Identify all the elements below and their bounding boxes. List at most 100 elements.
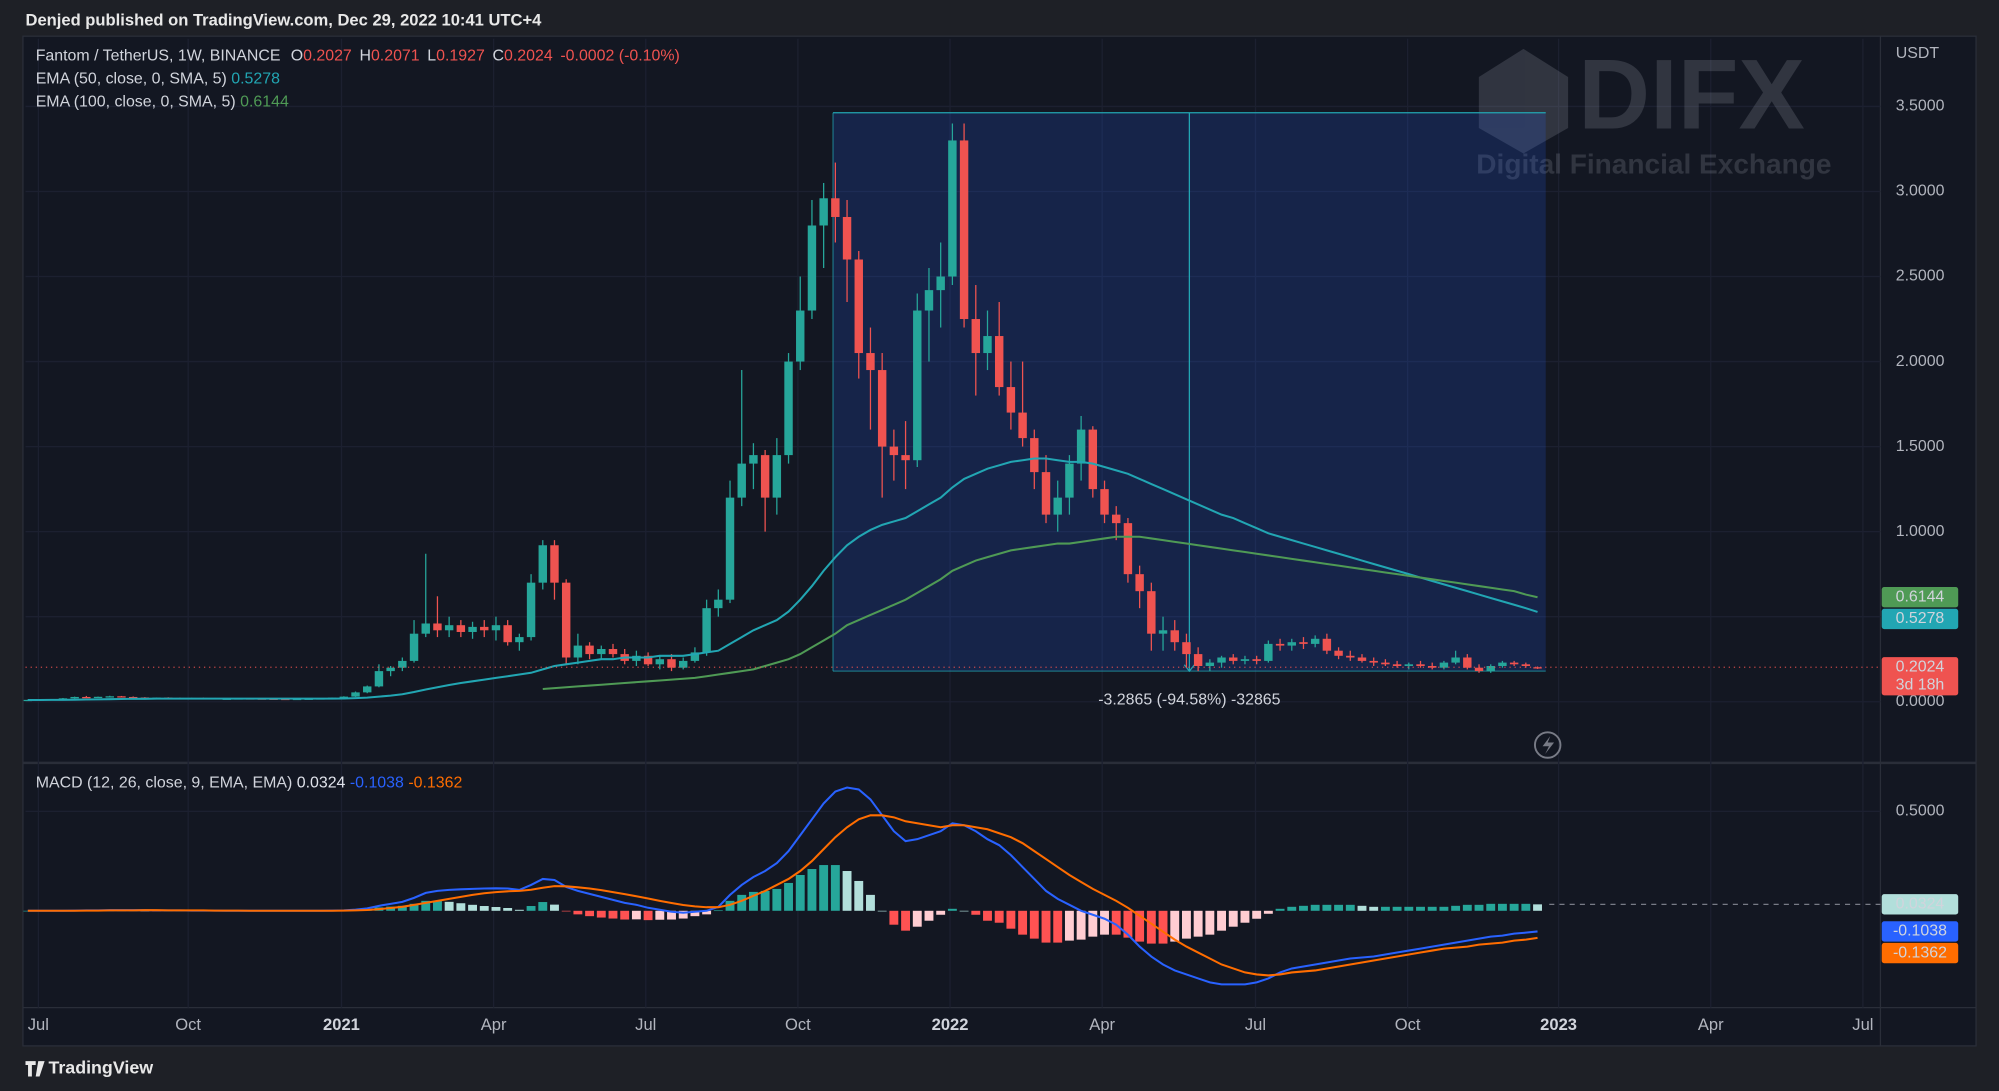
price-badge-label: 0.0324 — [1896, 896, 1945, 913]
candle-body — [1229, 657, 1238, 661]
candle-body — [1006, 387, 1016, 413]
macd-histogram-bar — [1334, 904, 1344, 911]
candle-body — [1252, 659, 1261, 661]
candle-body — [959, 140, 969, 320]
candle-body — [971, 319, 981, 354]
macd-histogram-bar — [667, 910, 676, 920]
ohlc-value: 0.2024 — [504, 48, 553, 65]
macd-histogram-bar — [620, 910, 630, 920]
macd-histogram-bar — [1029, 910, 1039, 939]
candle-body — [444, 625, 454, 631]
watermark-title: DIFX — [1578, 40, 1805, 151]
macd-histogram-bar — [655, 910, 665, 920]
candle-body — [82, 696, 91, 699]
ohlc-key: L — [427, 48, 436, 65]
candle-body — [456, 625, 466, 632]
macd-histogram-bar — [1287, 906, 1297, 911]
candle-body — [1346, 655, 1355, 658]
macd-histogram-bar — [1205, 910, 1215, 935]
candle-body — [854, 259, 863, 354]
ohlc-key: H — [359, 48, 371, 65]
ohlc-key: C — [493, 48, 505, 65]
x-tick-label: Apr — [1089, 1015, 1115, 1034]
candle-body — [1076, 429, 1086, 464]
price-badge — [1881, 921, 1959, 942]
x-tick-label: Oct — [785, 1015, 811, 1034]
legend-value: 0.5278 — [231, 71, 280, 88]
candle-body — [1275, 643, 1285, 646]
candle-body — [702, 608, 711, 653]
macd-histogram-bar — [830, 865, 840, 911]
ohlc-key: O — [291, 48, 303, 65]
candle-body — [561, 582, 571, 658]
candle-body — [1509, 662, 1519, 665]
symbol-title: Fantom / TetherUS, 1W, BINANCE — [36, 48, 281, 65]
macd-histogram-bar — [1076, 910, 1086, 940]
macd-histogram-bar — [538, 902, 548, 911]
macd-histogram-bar — [432, 900, 442, 911]
grid — [25, 38, 1881, 1008]
candle-body — [901, 455, 910, 461]
macd-histogram-bar — [491, 907, 501, 911]
macd-histogram-bar — [444, 901, 454, 911]
candle-body — [866, 353, 875, 371]
price-badge — [1881, 894, 1959, 915]
candle-body — [1533, 667, 1542, 669]
candle-body — [363, 686, 372, 693]
candle-body — [1100, 489, 1109, 515]
legend-name: MACD (12, 26, close, 9, EMA, EMA) — [36, 774, 293, 791]
macd-histogram-bar — [1497, 903, 1507, 911]
x-tick-label: 2021 — [323, 1015, 360, 1034]
macd-histogram-bar — [1474, 904, 1484, 911]
macd-histogram-bar — [912, 910, 922, 927]
candle-body — [585, 645, 594, 655]
candle-body — [1041, 472, 1051, 515]
candle-body — [1088, 429, 1098, 490]
main-legend: Fantom / TetherUS, 1W, BINANCE O0.2027 H0.… — [36, 48, 680, 65]
candle-body — [1357, 657, 1367, 661]
x-tick-label: Oct — [175, 1015, 201, 1034]
macd-histogram-bar — [1533, 904, 1542, 911]
price-badge-countdown: 3d 18h — [1896, 676, 1945, 693]
candle-body — [1264, 643, 1273, 661]
macd-histogram-bar — [1299, 905, 1308, 911]
candle-body — [70, 696, 79, 699]
ema100-legend: EMA (100, close, 0, SMA, 5) 0.6144 — [36, 94, 289, 111]
ema-line — [542, 535, 1538, 690]
macd-histogram-bar — [1240, 910, 1250, 923]
candle-body — [1158, 630, 1168, 634]
macd-histogram-bar — [1041, 910, 1051, 943]
macd-histogram-bar — [596, 910, 606, 918]
macd-histogram-bar — [1509, 903, 1519, 911]
candle-body — [409, 633, 419, 661]
y-tick-label: 3.5000 — [1896, 98, 1945, 115]
candle-body — [515, 637, 524, 643]
macd-histogram-bar — [1392, 906, 1402, 911]
candle-body — [924, 290, 934, 311]
candle-body — [433, 623, 442, 631]
macd-histogram-bar — [1111, 910, 1121, 935]
candle-body — [1112, 514, 1121, 524]
macd-histogram-bar — [1416, 906, 1425, 911]
macd-histogram-bar — [561, 910, 571, 912]
macd-histogram-bar — [1263, 910, 1273, 914]
watermark: DIFX Digital Financial Exchange — [1476, 40, 1831, 180]
candle-body — [128, 696, 138, 699]
replay-icon-bolt — [1542, 736, 1555, 754]
macd-histogram-bar — [959, 910, 969, 912]
candle-body — [1498, 662, 1507, 667]
macd-histogram-bar — [23, 910, 33, 912]
watermark-logo — [1478, 48, 1569, 154]
ohlc-change: -0.0002 (-0.10%) — [560, 48, 679, 65]
macd-histogram-bar — [1181, 910, 1191, 939]
x-tick-label: Jul — [28, 1015, 49, 1034]
candle-body — [831, 198, 840, 217]
price-badge — [1881, 657, 1959, 696]
footer-brand[interactable]: TradingView — [48, 1058, 153, 1078]
replay-icon[interactable] — [1533, 731, 1562, 759]
published-note: Denjed published on TradingView.com, Dec… — [25, 10, 542, 29]
macd-histogram-bar — [877, 910, 887, 912]
candle-body — [538, 545, 547, 583]
ohlc-value: 0.1927 — [436, 48, 485, 65]
